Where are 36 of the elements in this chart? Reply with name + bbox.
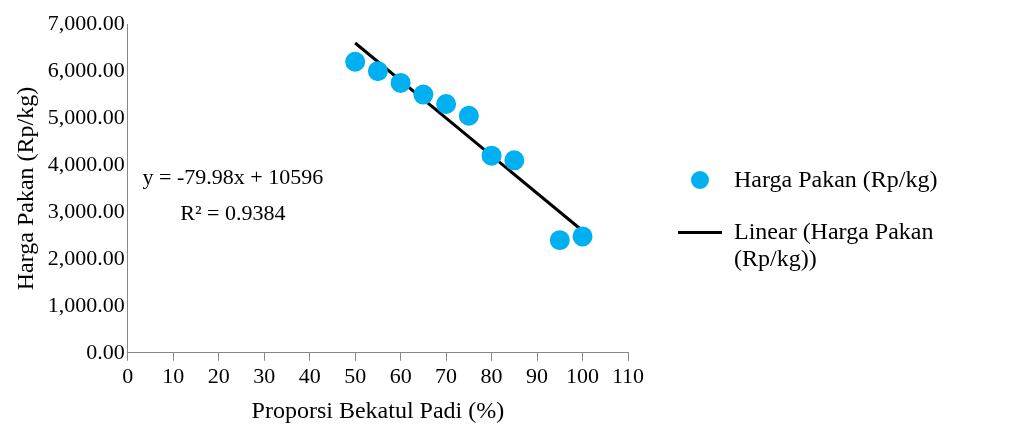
x-tick-label: 70 (435, 362, 458, 388)
x-tick-label: 30 (253, 362, 276, 388)
x-axis-title: Proporsi Bekatul Padi (%) (251, 396, 505, 423)
x-tick-label: 40 (298, 362, 321, 388)
y-tick-label: 0.00 (86, 338, 125, 364)
point (504, 150, 525, 171)
point (390, 72, 411, 93)
point (367, 61, 388, 82)
point (413, 84, 434, 105)
x-tick-label: 10 (162, 362, 185, 388)
legend-label: Linear (Harga Pakan (Rp/kg)) (734, 218, 935, 272)
x-tick-label: 50 (344, 362, 367, 388)
y-tick-label: 4,000.00 (47, 150, 125, 176)
y-tick-label: 6,000.00 (47, 56, 125, 82)
x-tick-label: 0 (122, 362, 134, 388)
x-tick-label: 90 (526, 362, 549, 388)
legend-label: Harga Pakan (Rp/kg) (734, 166, 938, 193)
point (458, 105, 479, 126)
point (345, 51, 366, 72)
x-tick-label: 60 (389, 362, 412, 388)
point (481, 145, 502, 166)
y-tick-label: 3,000.00 (47, 197, 125, 223)
y-tick-label: 1,000.00 (47, 291, 125, 317)
y-tick-label: 5,000.00 (47, 103, 125, 129)
annotation: y = -79.98x + 10596 (142, 164, 324, 190)
point (549, 230, 570, 251)
y-tick-label: 7,000.00 (47, 9, 125, 35)
point (572, 226, 593, 247)
x-tick-label: 100 (566, 362, 600, 388)
x-tick-label: 20 (207, 362, 230, 388)
annotation: R² = 0.9384 (180, 200, 286, 226)
x-tick-label: 80 (480, 362, 503, 388)
y-tick-label: 2,000.00 (47, 244, 125, 270)
x-tick-label: 110 (611, 362, 645, 388)
y-axis-title: Harga Pakan (Rp/kg) (11, 86, 38, 291)
point (436, 94, 457, 114)
